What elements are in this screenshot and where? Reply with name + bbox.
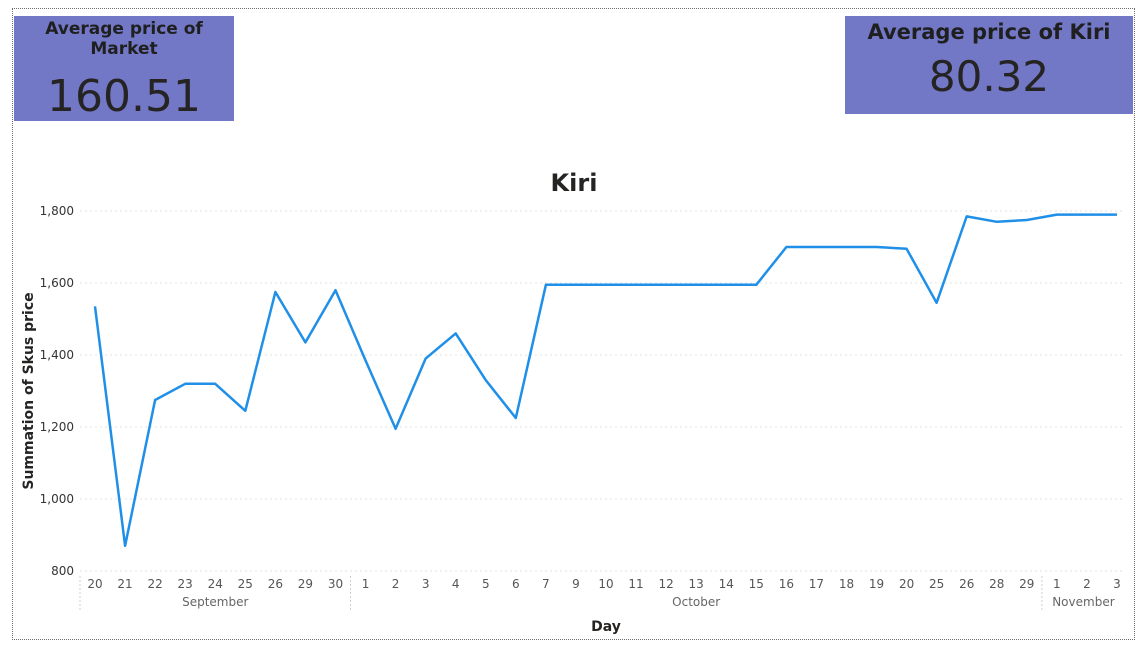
x-tick-label: 30 [328, 577, 343, 591]
x-tick-label: 29 [298, 577, 313, 591]
market-average-price-value: 160.51 [47, 71, 201, 122]
x-tick-label: 12 [658, 577, 673, 591]
series-line[interactable] [93, 213, 1117, 548]
kiri-average-price-value: 80.32 [928, 52, 1050, 101]
x-tick-label: 24 [208, 577, 223, 591]
y-tick-label: 1,200 [40, 420, 74, 434]
y-tick-label: 1,800 [40, 204, 74, 218]
x-tick-label: 6 [512, 577, 520, 591]
x-tick-label: 14 [719, 577, 734, 591]
y-tick-label: 1,600 [40, 276, 74, 290]
x-tick-label: 10 [598, 577, 613, 591]
x-axis-month-groups: September October November [79, 576, 1115, 612]
x-tick-label: 13 [689, 577, 704, 591]
chart-title: Kiri [551, 169, 598, 197]
x-tick-label: 9 [572, 577, 580, 591]
x-tick-label: 20 [899, 577, 914, 591]
x-axis-ticks: 20 21 22 23 24 25 26 29 30 1 2 3 4 5 6 7 9 10 11 12 13 14 15 16… [87, 577, 1120, 591]
x-tick-label: 21 [117, 577, 132, 591]
x-tick-label: 1 [362, 577, 370, 591]
month-label: November [1052, 595, 1114, 609]
x-tick-label: 7 [542, 577, 550, 591]
x-tick-label: 25 [929, 577, 944, 591]
x-tick-label: 11 [628, 577, 643, 591]
x-tick-label: 3 [1113, 577, 1121, 591]
x-tick-label: 19 [869, 577, 884, 591]
y-tick-label: 800 [51, 564, 74, 578]
y-axis-title: Summation of Skus price [21, 292, 37, 489]
x-tick-label: 2 [392, 577, 400, 591]
x-tick-label: 25 [238, 577, 253, 591]
x-tick-label: 20 [87, 577, 102, 591]
x-tick-label: 1 [1053, 577, 1061, 591]
x-tick-label: 22 [147, 577, 162, 591]
x-tick-label: 17 [809, 577, 824, 591]
kiri-average-price-card[interactable]: Average price of Kiri 80.32 [845, 16, 1133, 114]
x-tick-label: 4 [452, 577, 460, 591]
y-axis-ticks: 800 1,000 1,200 1,400 1,600 1,800 [40, 204, 74, 578]
x-tick-label: 28 [989, 577, 1004, 591]
month-label: September [182, 595, 248, 609]
visual-frame [12, 8, 1135, 640]
market-average-price-title: Average price of Market [45, 19, 203, 59]
x-tick-label: 18 [839, 577, 854, 591]
gridlines [80, 210, 1125, 572]
month-label: October [672, 595, 720, 609]
x-tick-label: 26 [959, 577, 974, 591]
kiri-average-price-title: Average price of Kiri [867, 20, 1111, 44]
x-tick-label: 15 [749, 577, 764, 591]
x-axis-title: Day [591, 619, 621, 635]
x-tick-label: 29 [1019, 577, 1034, 591]
x-tick-label: 16 [779, 577, 794, 591]
x-tick-label: 26 [268, 577, 283, 591]
market-average-price-card[interactable]: Average price of Market 160.51 [14, 16, 234, 122]
x-tick-label: 3 [422, 577, 430, 591]
y-tick-label: 1,400 [40, 348, 74, 362]
y-tick-label: 1,000 [40, 492, 74, 506]
x-tick-label: 5 [482, 577, 490, 591]
x-tick-label: 2 [1083, 577, 1091, 591]
x-tick-label: 23 [178, 577, 193, 591]
